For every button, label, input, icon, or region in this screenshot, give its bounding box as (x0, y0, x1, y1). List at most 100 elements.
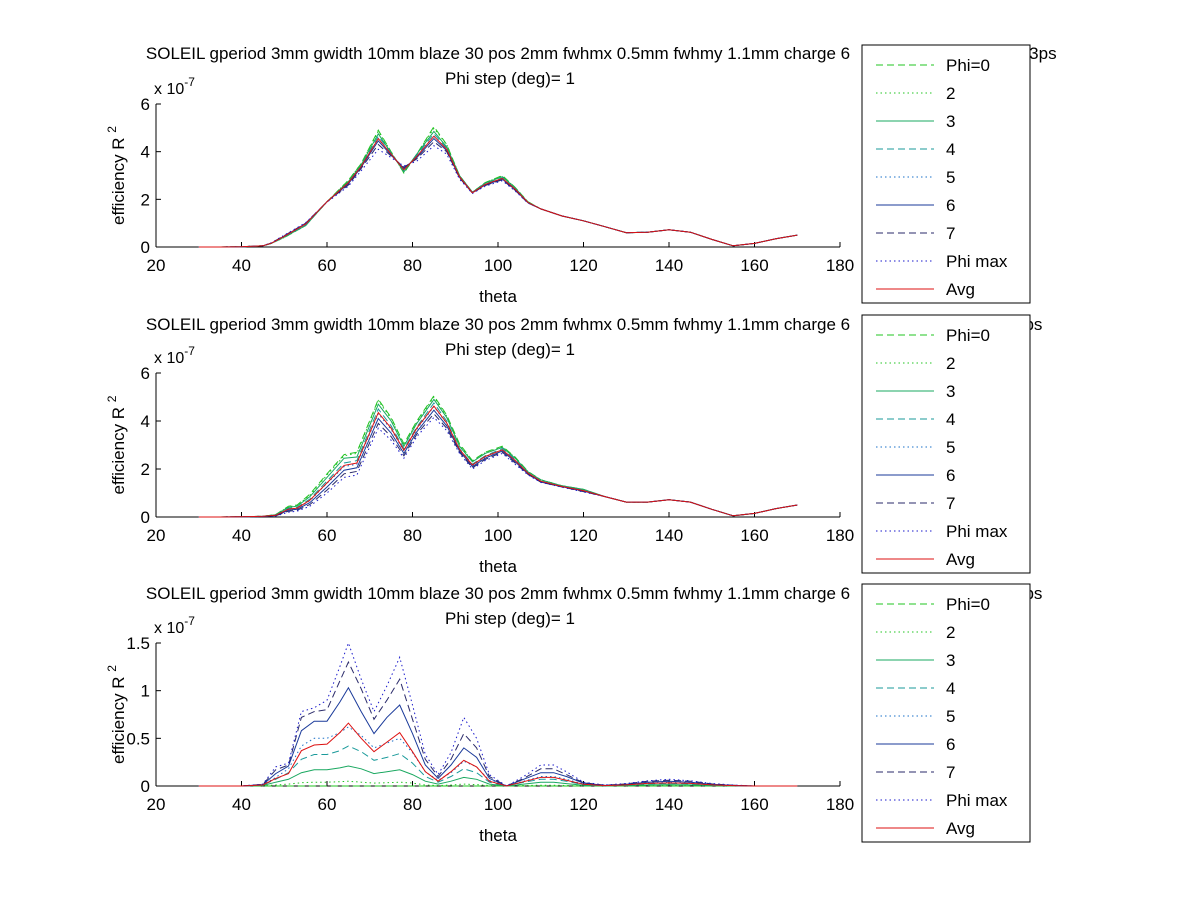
chart-panel-3: SOLEIL gperiod 3mm gwidth 10mm blaze 30 … (105, 583, 1042, 845)
legend-entry-label: Avg (946, 819, 975, 838)
series-line (198, 660, 798, 787)
y-tick-label: 2 (141, 190, 150, 209)
x-tick-label: 60 (318, 795, 337, 814)
y-tick-label: 0 (141, 238, 150, 257)
chart-subtitle: Phi step (deg)= 1 (445, 69, 575, 88)
chart-title: SOLEIL gperiod 3mm gwidth 10mm blaze 30 … (146, 44, 850, 63)
y-tick-label: 0 (141, 508, 150, 527)
y-multiplier: x 10-7 (154, 614, 195, 637)
legend-entry-label: 5 (946, 438, 955, 457)
legend-entry-label: 4 (946, 679, 955, 698)
x-axis-label: theta (479, 557, 517, 576)
series-line (198, 135, 798, 248)
legend-entry-label: 2 (946, 84, 955, 103)
series-line (198, 145, 798, 248)
legend-entry-label: 3 (946, 112, 955, 131)
x-tick-label: 140 (655, 256, 683, 275)
x-tick-label: 180 (826, 795, 854, 814)
legend-entry-label: 3 (946, 651, 955, 670)
x-tick-label: 20 (147, 256, 166, 275)
legend: Phi=0 2 3 4 5 6 7 Phi max Avg (861, 314, 1031, 574)
x-tick-label: 40 (232, 526, 251, 545)
legend-entry-label: Phi=0 (946, 56, 990, 75)
series-line (198, 641, 798, 787)
x-tick-label: 120 (569, 795, 597, 814)
series-line (198, 413, 798, 518)
legend-entry-label: 2 (946, 354, 955, 373)
x-tick-label: 160 (740, 256, 768, 275)
y-tick-label: 0.5 (126, 729, 150, 748)
y-tick-label: 4 (141, 412, 150, 431)
y-multiplier-exponent: -7 (184, 614, 195, 628)
chart-title: SOLEIL gperiod 3mm gwidth 10mm blaze 30 … (146, 584, 850, 603)
x-tick-label: 40 (232, 795, 251, 814)
legend-entry-label: 5 (946, 707, 955, 726)
series-line (198, 780, 798, 787)
series-line (198, 722, 798, 787)
legend: Phi=0 2 3 4 5 6 7 Phi max Avg (861, 44, 1031, 304)
x-tick-label: 140 (655, 526, 683, 545)
y-axis-label: efficiency R 2 (105, 395, 128, 494)
y-tick-label: 4 (141, 143, 150, 162)
x-tick-label: 180 (826, 256, 854, 275)
y-multiplier-exponent: -7 (184, 344, 195, 358)
y-multiplier-exponent: -7 (184, 75, 195, 89)
chart-subtitle: Phi step (deg)= 1 (445, 340, 575, 359)
legend-entry-label: 5 (946, 168, 955, 187)
y-tick-label: 6 (141, 95, 150, 114)
y-axis-label-sup: 2 (105, 665, 119, 672)
legend: Phi=0 2 3 4 5 6 7 Phi max Avg (861, 583, 1031, 843)
y-tick-label: 2 (141, 460, 150, 479)
legend-entry-label: 4 (946, 140, 955, 159)
legend-entry-label: 2 (946, 623, 955, 642)
legend-box (861, 583, 1031, 843)
y-multiplier: x 10-7 (154, 75, 195, 98)
x-tick-label: 60 (318, 526, 337, 545)
chart-panel-2: SOLEIL gperiod 3mm gwidth 10mm blaze 30 … (105, 314, 1042, 576)
x-tick-label: 180 (826, 526, 854, 545)
y-axis-label: efficiency R 2 (105, 665, 128, 764)
x-tick-label: 120 (569, 526, 597, 545)
x-tick-label: 100 (484, 795, 512, 814)
y-tick-label: 1.5 (126, 634, 150, 653)
x-tick-label: 80 (403, 526, 422, 545)
x-tick-label: 40 (232, 256, 251, 275)
legend-entry-label: 6 (946, 735, 955, 754)
y-axis-label-sup: 2 (105, 126, 119, 133)
y-axis-label-sup: 2 (105, 395, 119, 402)
y-multiplier: x 10-7 (154, 344, 195, 367)
x-axis-label: theta (479, 287, 517, 306)
x-tick-label: 140 (655, 795, 683, 814)
legend-entry-label: Avg (946, 280, 975, 299)
x-tick-label: 20 (147, 526, 166, 545)
series-line (198, 765, 798, 787)
legend-entry-label: Phi max (946, 522, 1008, 541)
legend-entry-label: 6 (946, 466, 955, 485)
legend-entry-label: 7 (946, 763, 955, 782)
legend-entry-label: Avg (946, 550, 975, 569)
legend-entry-label: Phi max (946, 791, 1008, 810)
legend-entry-label: 4 (946, 410, 955, 429)
x-tick-label: 160 (740, 526, 768, 545)
legend-box (861, 314, 1031, 574)
x-tick-label: 60 (318, 256, 337, 275)
x-tick-label: 20 (147, 795, 166, 814)
legend-entry-label: 3 (946, 382, 955, 401)
y-axis-label: efficiency R 2 (105, 126, 128, 225)
series-line (198, 396, 798, 518)
legend-entry-label: 7 (946, 224, 955, 243)
legend-box (861, 44, 1031, 304)
legend-entry-label: Phi=0 (946, 595, 990, 614)
chart-title: SOLEIL gperiod 3mm gwidth 10mm blaze 30 … (146, 315, 850, 334)
y-tick-label: 6 (141, 364, 150, 383)
series-line (198, 405, 798, 518)
legend-entry-label: 7 (946, 494, 955, 513)
legend-entry-label: 6 (946, 196, 955, 215)
y-tick-label: 0 (141, 777, 150, 796)
x-tick-label: 100 (484, 256, 512, 275)
x-tick-label: 80 (403, 795, 422, 814)
y-tick-label: 1 (141, 682, 150, 701)
x-tick-label: 100 (484, 526, 512, 545)
x-tick-label: 120 (569, 256, 597, 275)
